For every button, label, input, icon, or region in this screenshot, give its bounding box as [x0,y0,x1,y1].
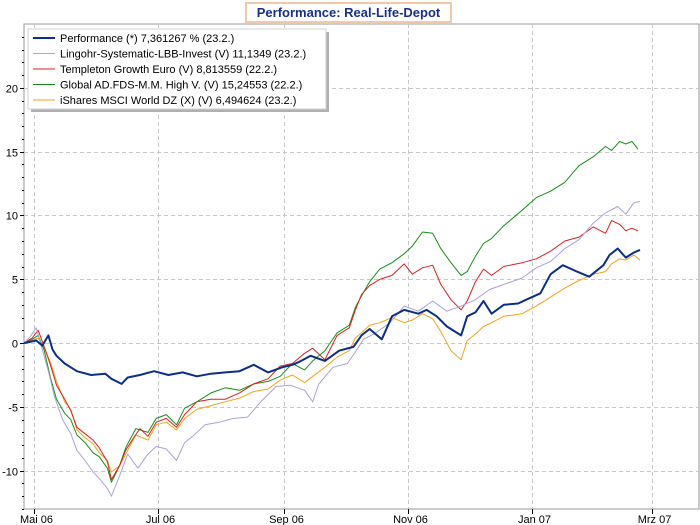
y-tick-label: 20 [6,84,18,96]
x-tick-label: Mai 06 [20,514,53,525]
x-tick-label: Jul 06 [146,514,175,525]
series-line [23,254,641,473]
legend-entry: Performance (*) 7,361267 % (23.2.) [60,33,234,45]
y-tick-label: 15 [6,148,18,160]
series-line [23,247,641,385]
x-tick-label: Mrz 07 [638,514,672,525]
x-tick-label: Nov 06 [393,514,428,525]
legend-entry: Global AD.FDS-M.M. High V. (V) 15,24553 … [60,80,302,92]
x-tick-label: Jan 07 [518,514,551,525]
x-tick-label: Sep 06 [269,514,304,525]
legend-entry: Templeton Growth Euro (V) 8,813559 (22.2… [60,64,277,76]
legend: Performance (*) 7,361267 % (23.2.) Lingoh… [27,28,329,112]
y-tick-label: -5 [8,403,18,415]
chart-title: Performance: Real-Life-Depot [245,2,452,23]
y-tick-label: -10 [2,467,18,479]
y-axis: -10 -5 0 5 10 15 20 [2,37,24,510]
y-tick-label: 10 [6,211,18,223]
series-lines [23,140,641,497]
legend-entry: Lingohr-Systematic-LBB-Invest (V) 11,134… [60,49,306,61]
y-tick-label: 0 [12,339,18,351]
series-line [23,220,639,481]
legend-entry: iShares MSCI World DZ (X) (V) 6,494624 (… [60,95,296,107]
x-axis: Mai 06 Jul 06 Sep 06 Nov 06 Jan 07 Mrz 07 [20,509,671,525]
series-line [23,140,639,483]
legend-box [27,28,327,110]
series-line [23,200,641,497]
y-tick-label: 5 [12,275,18,287]
